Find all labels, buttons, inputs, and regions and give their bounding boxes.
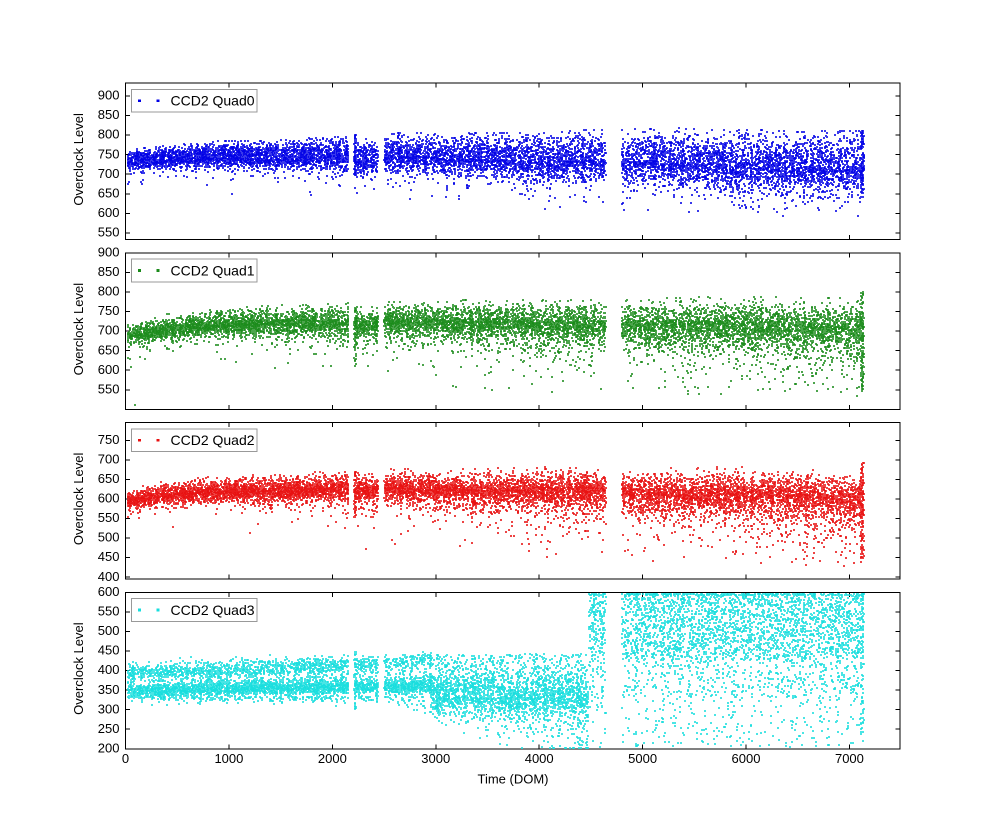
svg-text:550: 550: [98, 224, 120, 239]
svg-text:750: 750: [98, 432, 120, 447]
svg-text:CCD2 Quad1: CCD2 Quad1: [171, 262, 255, 278]
svg-text:650: 650: [98, 471, 120, 486]
svg-text:800: 800: [98, 127, 120, 142]
svg-text:650: 650: [98, 342, 120, 357]
svg-text:Overclock Level: Overclock Level: [71, 113, 86, 206]
svg-text:550: 550: [98, 510, 120, 525]
svg-text:750: 750: [98, 146, 120, 161]
svg-text:Overclock Level: Overclock Level: [71, 453, 86, 546]
svg-text:350: 350: [98, 682, 120, 697]
svg-text:550: 550: [98, 604, 120, 619]
svg-text:300: 300: [98, 701, 120, 716]
svg-text:250: 250: [98, 721, 120, 736]
svg-text:Overclock Level: Overclock Level: [71, 622, 86, 715]
svg-text:850: 850: [98, 107, 120, 122]
svg-text:1000: 1000: [214, 751, 243, 766]
svg-text:550: 550: [98, 381, 120, 396]
svg-text:800: 800: [98, 284, 120, 299]
svg-text:5000: 5000: [628, 751, 657, 766]
svg-text:700: 700: [98, 451, 120, 466]
svg-text:750: 750: [98, 303, 120, 318]
svg-text:Time (DOM): Time (DOM): [477, 772, 548, 787]
svg-text:400: 400: [98, 662, 120, 677]
svg-text:600: 600: [98, 205, 120, 220]
svg-text:900: 900: [98, 88, 120, 103]
svg-text:200: 200: [98, 740, 120, 755]
svg-text:400: 400: [98, 569, 120, 584]
svg-text:500: 500: [98, 530, 120, 545]
svg-text:Overclock Level: Overclock Level: [71, 283, 86, 376]
svg-text:450: 450: [98, 643, 120, 658]
svg-text:7000: 7000: [835, 751, 864, 766]
svg-text:450: 450: [98, 549, 120, 564]
svg-text:650: 650: [98, 185, 120, 200]
svg-text:850: 850: [98, 264, 120, 279]
svg-text:0: 0: [122, 751, 129, 766]
svg-text:500: 500: [98, 623, 120, 638]
svg-text:2000: 2000: [318, 751, 347, 766]
svg-text:600: 600: [98, 491, 120, 506]
svg-text:CCD2 Quad2: CCD2 Quad2: [171, 432, 255, 448]
svg-text:4000: 4000: [525, 751, 554, 766]
svg-text:CCD2 Quad0: CCD2 Quad0: [171, 93, 255, 109]
svg-text:900: 900: [98, 245, 120, 260]
svg-text:3000: 3000: [421, 751, 450, 766]
svg-text:700: 700: [98, 323, 120, 338]
svg-text:600: 600: [98, 584, 120, 599]
svg-text:CCD2 Quad3: CCD2 Quad3: [171, 602, 255, 618]
svg-text:600: 600: [98, 362, 120, 377]
svg-text:700: 700: [98, 166, 120, 181]
svg-text:6000: 6000: [732, 751, 761, 766]
